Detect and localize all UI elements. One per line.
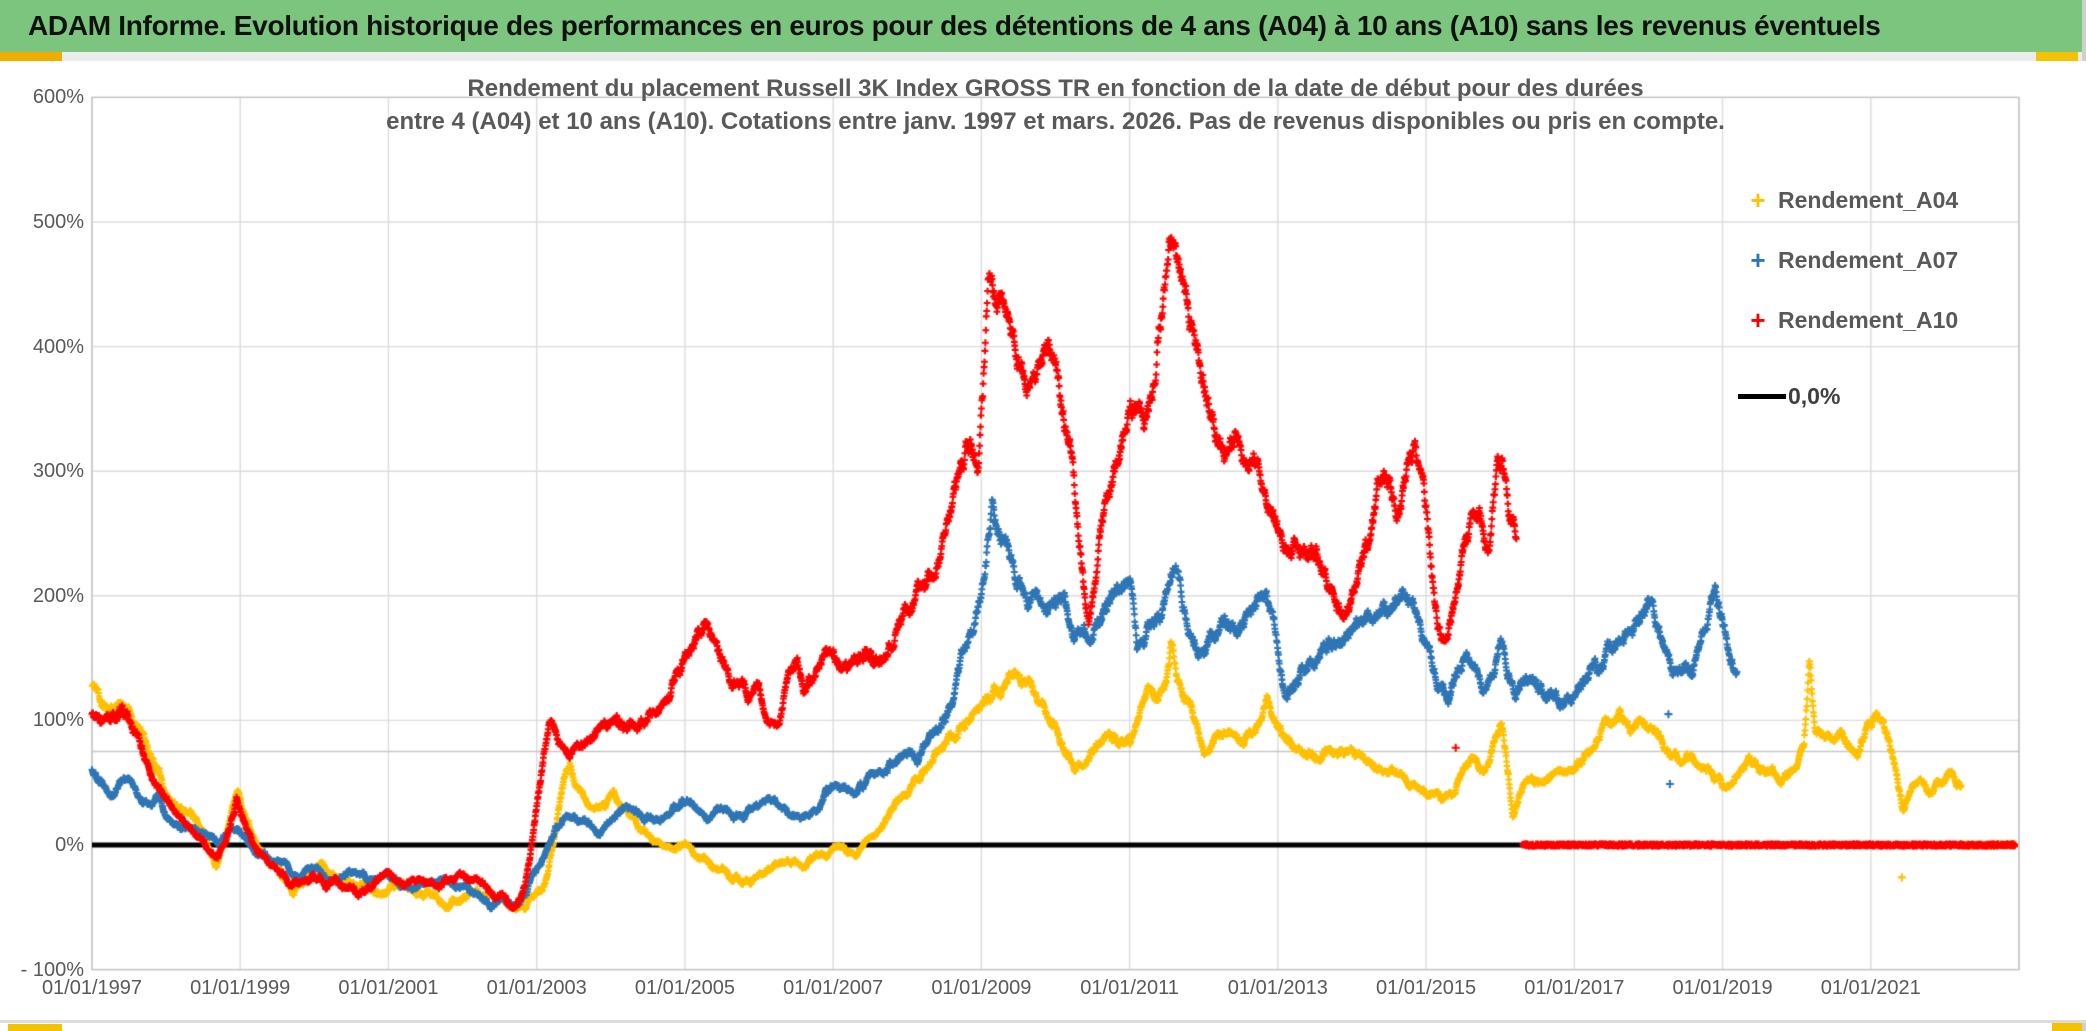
x-tick-label: 01/01/2015	[1376, 977, 1477, 999]
legend-label: Rendement_A04	[1778, 186, 1959, 213]
x-tick-label: 01/01/2007	[783, 977, 884, 999]
x-tick-label: 01/01/2001	[338, 977, 439, 999]
y-tick-label: 600%	[32, 86, 84, 109]
x-tick-label: 01/01/2009	[931, 977, 1032, 999]
legend-item-rendement-a07: + Rendement_A07	[1738, 243, 1958, 277]
legend-item-rendement-a10: + Rendement_A10	[1738, 303, 1958, 337]
legend-plus-marker-icon: +	[1750, 185, 1766, 215]
legend-label: 0,0%	[1788, 382, 1841, 409]
x-tick-label: 01/01/2005	[634, 977, 735, 999]
x-tick-label: 01/01/2011	[1080, 977, 1179, 999]
chart-title-line1: Rendement du placement Russell 3K Index …	[467, 75, 1644, 102]
y-tick-label: 400%	[32, 335, 84, 358]
chart-title-line2: entre 4 (A04) et 10 ans (A10). Cotations…	[386, 108, 1725, 135]
legend-line-marker-icon	[1738, 393, 1786, 399]
legend-plus-marker-icon: +	[1750, 245, 1766, 275]
x-tick-label: 01/01/2017	[1524, 977, 1625, 999]
y-tick-label: 100%	[32, 709, 84, 732]
legend-label: Rendement_A10	[1778, 306, 1959, 333]
x-tick-label: 01/01/2003	[486, 977, 587, 999]
x-tick-label: 01/01/2019	[1672, 977, 1773, 999]
legend-plus-marker-icon: +	[1750, 305, 1766, 335]
y-tick-label: 200%	[32, 584, 84, 607]
y-tick-label: - 100%	[20, 958, 84, 981]
legend-label: Rendement_A07	[1778, 246, 1959, 273]
y-tick-label: 0%	[55, 834, 84, 856]
y-tick-label: 500%	[32, 211, 84, 233]
x-tick-label: 01/01/1997	[41, 977, 143, 999]
x-tick-label: 01/01/2021	[1820, 977, 1921, 999]
chart-title: Rendement du placement Russell 3K Index …	[92, 72, 2019, 138]
x-tick-label: 01/01/1999	[190, 977, 291, 999]
x-tick-label: 01/01/2013	[1227, 977, 1328, 999]
y-tick-label: 300%	[32, 460, 84, 483]
legend-item-0-0-: 0,0%	[1738, 379, 1840, 413]
legend-item-rendement-a04: + Rendement_A04	[1738, 183, 1958, 217]
